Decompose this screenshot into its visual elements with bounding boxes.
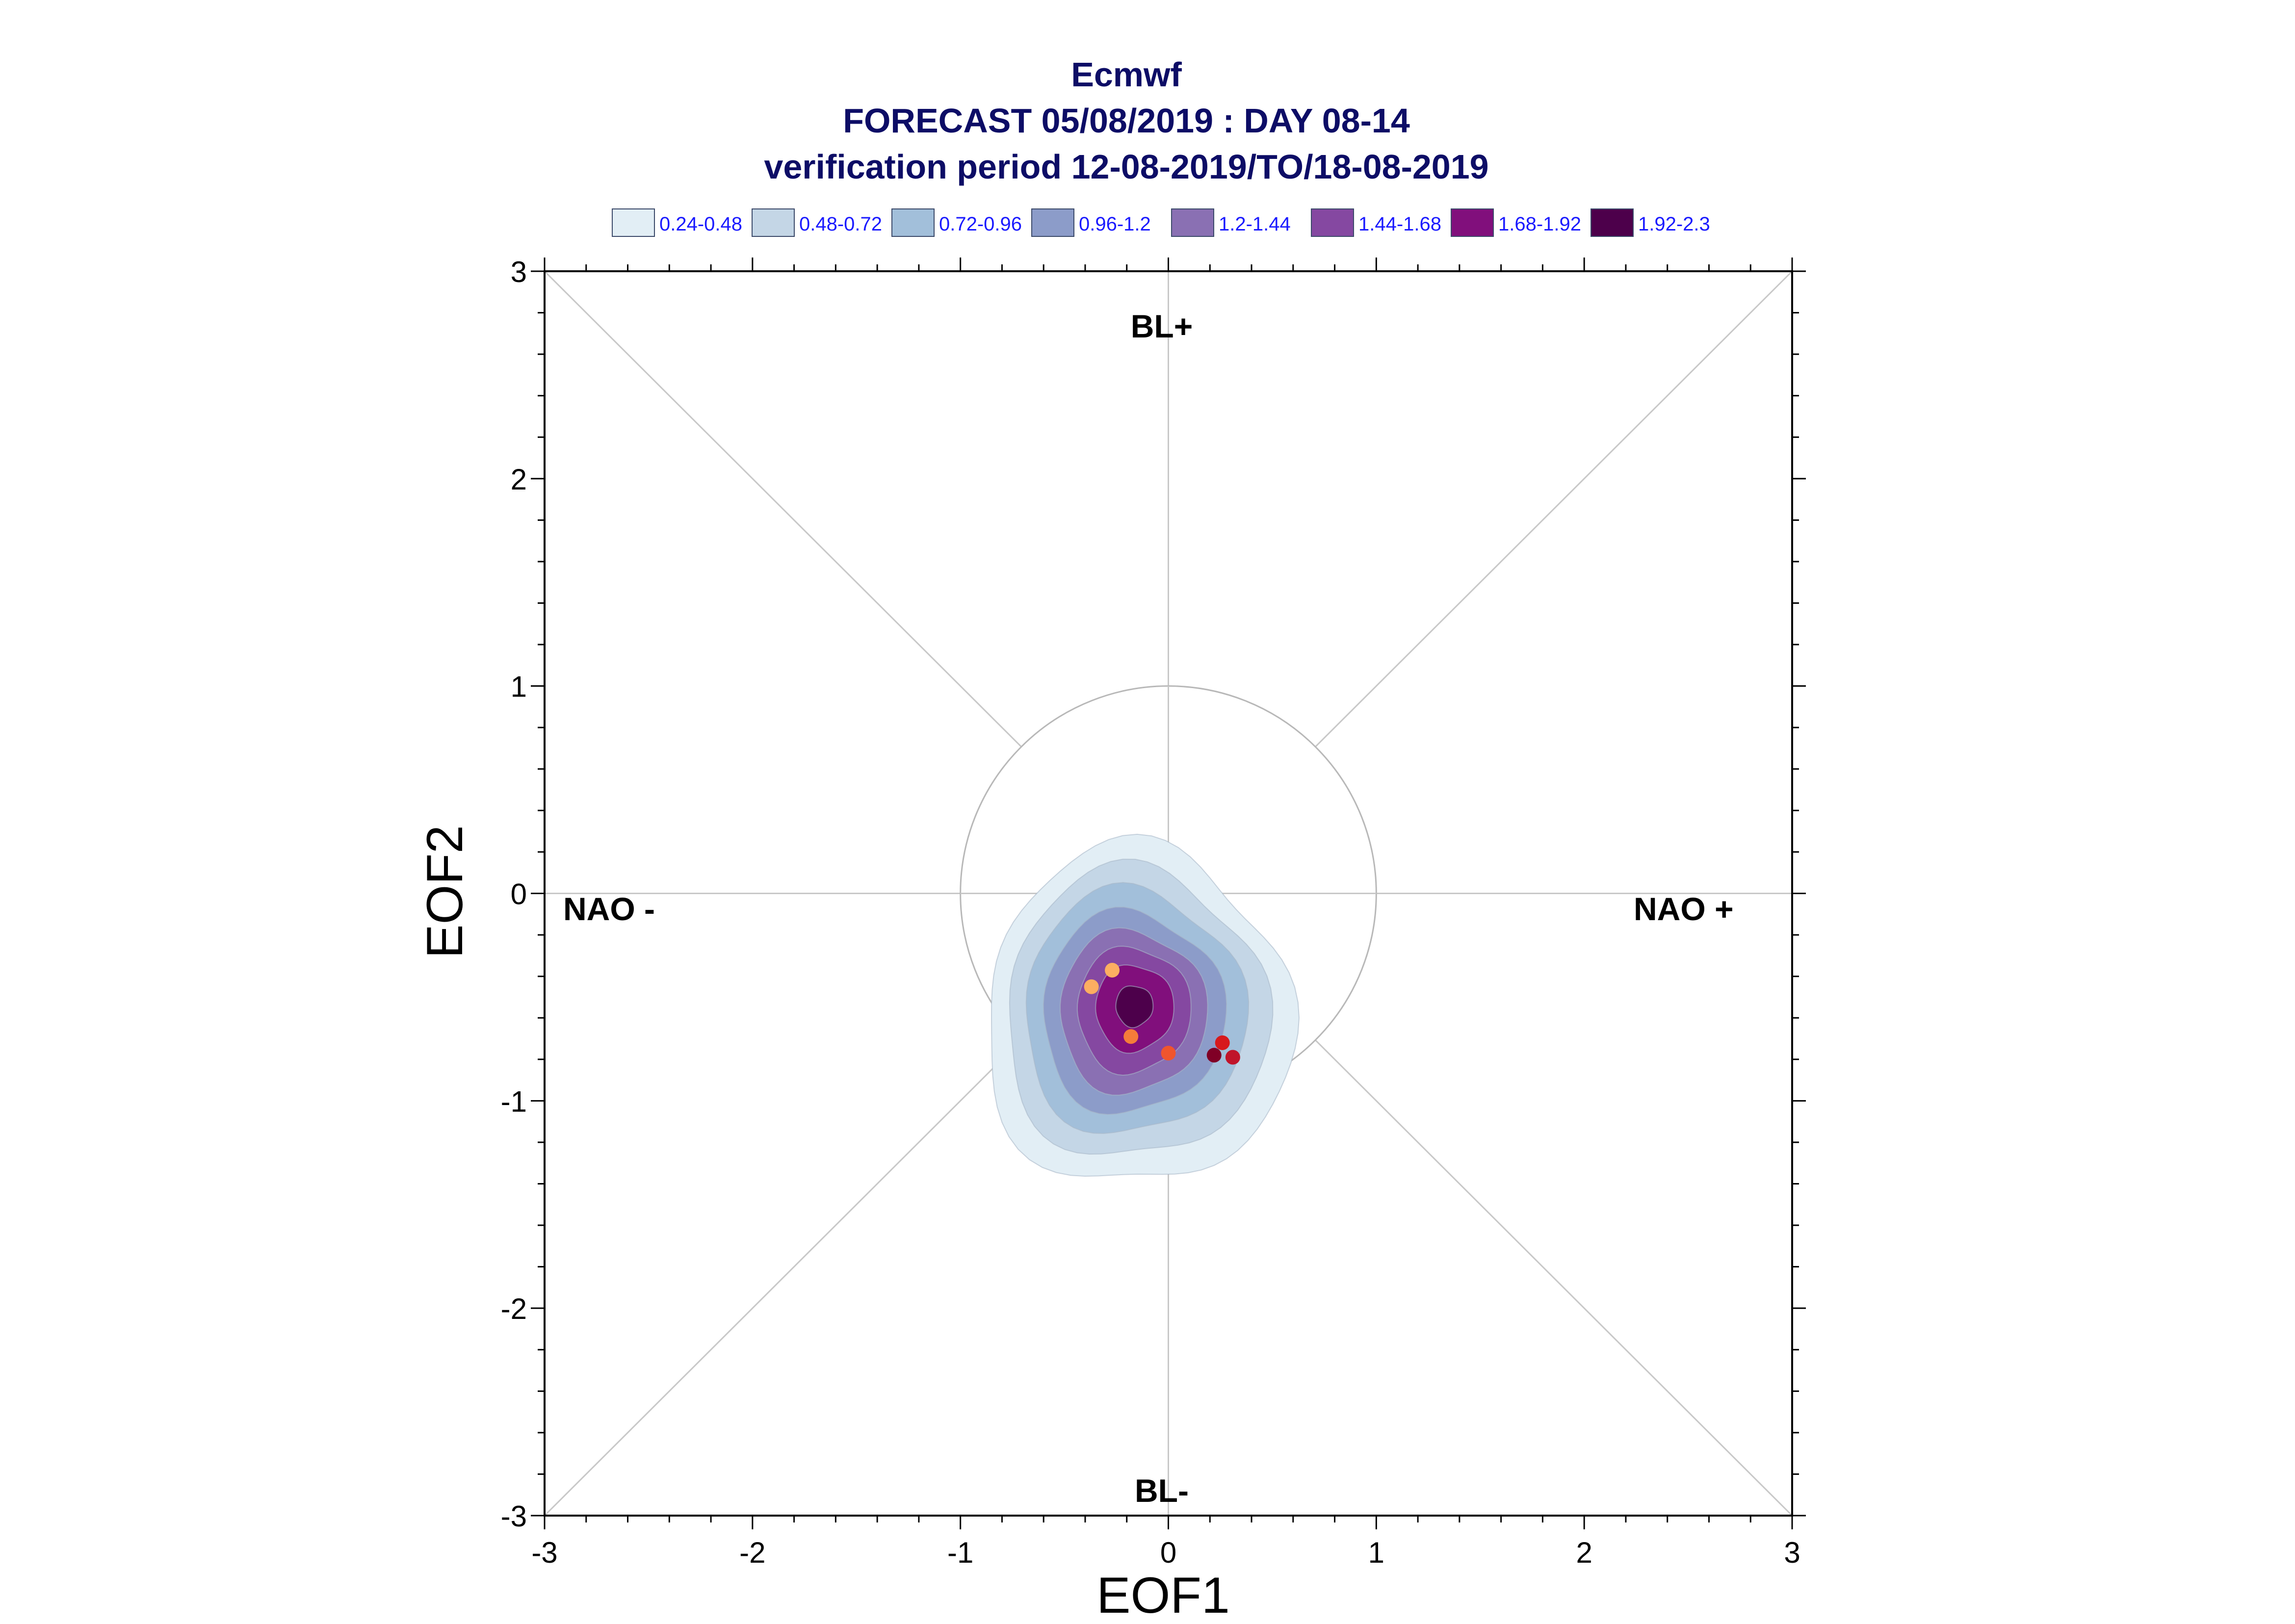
title-line-1: Ecmwf xyxy=(1071,55,1182,94)
legend-label-5: 1.44-1.68 xyxy=(1358,213,1441,235)
x-tick-label-1: -2 xyxy=(739,1536,765,1569)
y-tick-label-3: 0 xyxy=(511,878,527,911)
axis-ticks: -3 -2 -1 0 1 2 3 -3 -2 -1 0 1 2 3 xyxy=(501,256,1806,1569)
scatter-point-1 xyxy=(1084,979,1099,994)
density-contour-7 xyxy=(1115,985,1154,1029)
y-tick-label-4: 1 xyxy=(511,670,527,703)
scatter-point-2 xyxy=(1123,1029,1139,1044)
plot-area: -3 -2 -1 0 1 2 3 -3 -2 -1 0 1 2 3 xyxy=(501,256,1806,1569)
y-tick-label-0: -3 xyxy=(501,1500,527,1533)
y-tick-label-6: 3 xyxy=(511,256,527,288)
x-tick-label-3: 0 xyxy=(1160,1536,1176,1569)
density-contours xyxy=(991,833,1300,1177)
y-tick-label-5: 2 xyxy=(511,463,527,496)
regime-label-bl-plus: BL+ xyxy=(1131,308,1193,344)
legend-label-7: 1.92-2.3 xyxy=(1638,213,1710,235)
legend-swatch-1 xyxy=(752,208,795,237)
chart-title: Ecmwf FORECAST 05/08/2019 : DAY 08-14 ve… xyxy=(764,55,1488,186)
regime-label-nao-plus: NAO + xyxy=(1634,891,1734,927)
y-axis-title: EOF2 xyxy=(417,825,473,958)
legend-label-0: 0.24-0.48 xyxy=(659,213,742,235)
legend: 0.24-0.48 0.48-0.72 0.72-0.96 0.96-1.2 1.2-1… xyxy=(612,208,1710,237)
legend-label-2: 0.72-0.96 xyxy=(939,213,1022,235)
legend-swatch-2 xyxy=(891,208,935,237)
scatter-point-6 xyxy=(1206,1048,1222,1063)
title-line-2: FORECAST 05/08/2019 : DAY 08-14 xyxy=(843,102,1410,140)
legend-swatch-7 xyxy=(1591,208,1634,237)
x-tick-label-5: 2 xyxy=(1576,1536,1592,1569)
legend-swatch-3 xyxy=(1031,208,1074,237)
legend-label-1: 0.48-0.72 xyxy=(799,213,882,235)
y-tick-label-2: -1 xyxy=(501,1085,527,1118)
y-tick-label-1: -2 xyxy=(501,1292,527,1325)
scatter-point-4 xyxy=(1215,1035,1230,1050)
scatter-point-3 xyxy=(1161,1046,1176,1061)
scatter-point-0 xyxy=(1105,962,1120,978)
x-axis-title: EOF1 xyxy=(1096,1567,1230,1624)
legend-swatch-5 xyxy=(1311,208,1354,237)
x-tick-label-0: -3 xyxy=(531,1536,557,1569)
title-line-3: verification period 12-08-2019/TO/18-08-… xyxy=(764,148,1488,186)
legend-swatch-0 xyxy=(612,208,655,237)
legend-label-3: 0.96-1.2 xyxy=(1079,213,1151,235)
regime-label-nao-minus: NAO - xyxy=(563,891,655,927)
scatter-point-5 xyxy=(1225,1050,1240,1065)
legend-swatch-6 xyxy=(1451,208,1494,237)
x-tick-label-2: -1 xyxy=(947,1536,973,1569)
legend-label-6: 1.68-1.92 xyxy=(1498,213,1581,235)
x-tick-label-6: 3 xyxy=(1784,1536,1800,1569)
x-tick-label-4: 1 xyxy=(1368,1536,1384,1569)
legend-swatch-4 xyxy=(1171,208,1214,237)
regime-label-bl-minus: BL- xyxy=(1135,1472,1189,1509)
legend-label-4: 1.2-1.44 xyxy=(1219,213,1291,235)
